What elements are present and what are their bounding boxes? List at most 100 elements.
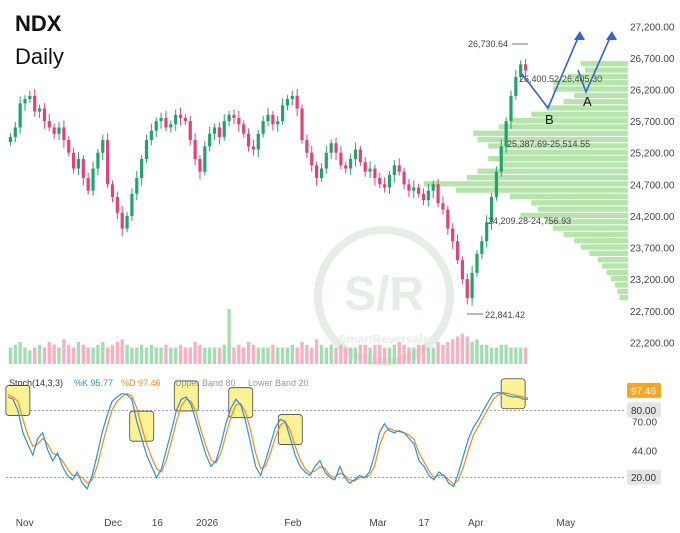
volume-profile-bar [537,206,628,212]
volume-bar [368,347,372,364]
candle-body [149,130,153,141]
candle-body [339,152,343,166]
candle-body [480,241,484,254]
volume-bars [8,309,528,364]
volume-profile-bar [617,288,628,294]
price-tick-label: 25,700.00 [630,117,675,128]
price-tick-label: 23,700.00 [630,244,675,255]
volume-bar [266,347,270,364]
stoch-legend: Stoch(14,3,3) [9,378,63,388]
low-price-label: 22,841.42 [485,310,525,320]
volume-bar [28,350,32,364]
volume-bar [426,347,431,364]
price-tick-label: 24,700.00 [630,180,675,191]
volume-bar [523,347,528,364]
candle-body [324,152,328,169]
candle-body [451,228,455,242]
candle-body [387,174,392,188]
volume-bar [242,347,246,364]
candle-body [392,165,396,175]
volume-bar [222,344,226,364]
candle-body [455,241,460,261]
volume-bar [13,344,17,364]
volume-profile-bar [563,231,628,238]
stoch-upper-legend: Upper Band 80 [175,378,236,388]
candle-body [193,140,197,160]
candle-body [208,133,212,147]
candle-body [47,121,51,128]
volume-bar [47,342,52,364]
volume-bar [295,347,299,364]
candle-body [18,103,22,128]
svg-text:SmartReversals: SmartReversals [339,332,430,346]
candle-body [319,168,324,179]
candle-body [164,117,168,128]
price-tick-label: 23,200.00 [630,275,675,286]
candle-body [33,95,37,112]
candle-body [290,95,294,100]
candle-body [154,121,158,131]
volume-bar [470,342,474,364]
volume-profile-bar [602,263,628,269]
candle-body [373,168,377,179]
volume-bar [329,344,333,364]
volume-bar [52,344,56,364]
volume-bar [280,347,285,364]
time-tick-label: Dec [104,518,122,529]
candle-body [120,212,124,229]
volume-bar [188,347,192,364]
volume-bar [96,344,100,364]
candle-body [310,152,314,166]
volume-profile-bar [606,269,628,275]
candle-body [242,124,246,134]
volume-bar [382,347,387,364]
volume-bar [178,344,183,364]
price-tick-label: 22,200.00 [630,338,675,349]
volume-bar [110,344,115,364]
candle-body [72,152,76,169]
volume-bar [363,344,367,364]
candle-body [174,114,178,125]
volume-profile-bar [503,162,628,168]
volume-bar [57,347,61,364]
time-tick-label: Mar [369,518,387,529]
volume-bar [81,344,86,364]
candle-body [431,184,435,191]
time-tick-label: 17 [418,518,430,529]
volume-bar [207,347,212,364]
volume-bar [217,347,222,364]
candle-body [441,203,445,210]
chart-subtitle: Daily [15,44,64,69]
stoch-lower-legend: Lower Band 20 [248,378,309,388]
volume-bar [193,342,197,364]
candle-body [52,127,56,134]
volume-bar [18,342,22,364]
candle-body [509,95,513,122]
volume-profile-bar [585,67,628,73]
volume-bar [460,333,465,364]
volume-profile-bar [580,244,628,250]
volume-profile-bar [574,92,628,99]
candle-body [519,64,523,77]
volume-bar [314,339,319,364]
candle-body [489,196,494,223]
volume-profile-bar [610,275,628,282]
volume-bar [450,339,455,364]
candle-body [358,149,362,163]
candle-body [485,222,489,242]
volume-bar [227,309,231,364]
candle-body [446,209,450,229]
candle-body [144,140,149,160]
candle-body [368,168,372,172]
candle-body [101,140,105,153]
volume-profile-bar [574,238,628,244]
volume-bar [285,347,290,364]
highlight-box [5,385,31,416]
candle-body [110,184,115,197]
candle-body [159,117,163,122]
candle-body [280,105,285,122]
stoch-tick-label: 44.00 [632,447,657,458]
stoch-k-line [7,391,528,490]
candle-body [494,171,499,197]
